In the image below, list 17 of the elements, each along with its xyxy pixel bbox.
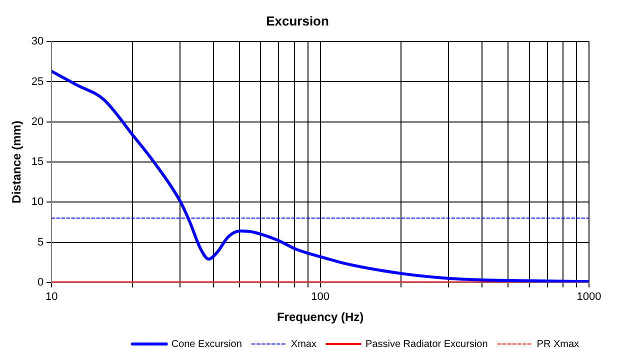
- y-tick-label: 30: [31, 36, 44, 48]
- y-tick-label: 0: [38, 276, 44, 288]
- legend-label: PR Xmax: [536, 338, 580, 350]
- y-tick-label: 15: [31, 156, 44, 168]
- y-tick-label: 25: [31, 76, 44, 88]
- y-tick-label: 20: [31, 116, 44, 128]
- x-tick-label: 1000: [576, 291, 602, 304]
- x-axis-title: Frequency (Hz): [276, 310, 364, 324]
- x-tick-label: 100: [311, 291, 330, 304]
- chart-title: Excursion: [266, 13, 329, 28]
- y-axis-title: Distance (mm): [10, 120, 24, 204]
- legend-label: Passive Radiator Excursion: [365, 338, 488, 350]
- legend-label: Cone Excursion: [171, 338, 242, 350]
- y-tick-label: 5: [38, 236, 44, 248]
- legend-label: Xmax: [290, 338, 316, 350]
- y-tick-label: 10: [31, 196, 44, 208]
- x-tick-label: 10: [46, 291, 58, 304]
